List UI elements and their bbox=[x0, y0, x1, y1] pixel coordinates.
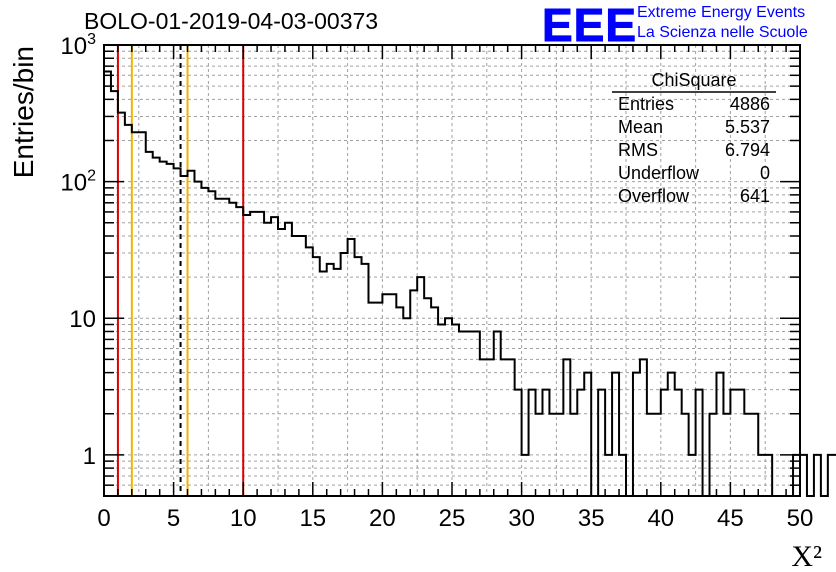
chart-title: BOLO-01-2019-04-03-00373 bbox=[84, 8, 379, 34]
x-tick-label: 15 bbox=[299, 505, 326, 532]
x-axis-label: X² bbox=[791, 540, 822, 572]
stats-value: 4886 bbox=[730, 94, 770, 114]
stats-value: 5.537 bbox=[725, 117, 770, 137]
x-tick-label: 30 bbox=[508, 505, 535, 532]
stats-label: Mean bbox=[618, 117, 663, 137]
stats-label: Entries bbox=[618, 94, 674, 114]
y-tick-label: 1 bbox=[83, 443, 96, 470]
stats-label: Overflow bbox=[618, 186, 690, 206]
logo-line-2: La Scienza nelle Scuole bbox=[637, 24, 808, 41]
grid-lines bbox=[104, 45, 800, 496]
y-axis-label: Entries/bin bbox=[8, 46, 39, 178]
reference-lines bbox=[116, 45, 245, 496]
x-tick-label: 25 bbox=[439, 505, 466, 532]
logo-line-1: Extreme Energy Events bbox=[637, 4, 806, 21]
x-tick-label: 10 bbox=[230, 505, 257, 532]
eee-logo: EEE bbox=[541, 0, 638, 51]
stats-value: 641 bbox=[740, 186, 770, 206]
y-tick-label: 102 bbox=[60, 168, 96, 197]
y-tick-label: 103 bbox=[60, 31, 96, 60]
x-tick-label: 5 bbox=[167, 505, 180, 532]
stats-value: 0 bbox=[760, 163, 770, 183]
stats-label: Underflow bbox=[618, 163, 700, 183]
x-tick-label: 20 bbox=[369, 505, 396, 532]
x-tick-labels: 0 5 10 15 20 25 30 35 40 45 50 bbox=[97, 505, 813, 532]
y-tick-label: 10 bbox=[69, 306, 96, 333]
stats-label: RMS bbox=[618, 140, 658, 160]
x-tick-label: 40 bbox=[647, 505, 674, 532]
stats-name: ChiSquare bbox=[651, 70, 736, 90]
x-tick-label: 45 bbox=[717, 505, 744, 532]
x-tick-label: 50 bbox=[787, 505, 814, 532]
stats-box: ChiSquare Entries 4886 Mean 5.537 RMS 6.794 Und… bbox=[612, 70, 776, 206]
x-tick-label: 35 bbox=[578, 505, 605, 532]
axis-ticks bbox=[103, 45, 801, 497]
y-tick-labels: 1 10 102 103 bbox=[60, 31, 96, 470]
x-tick-label: 0 bbox=[97, 505, 110, 532]
stats-value: 6.794 bbox=[725, 140, 770, 160]
